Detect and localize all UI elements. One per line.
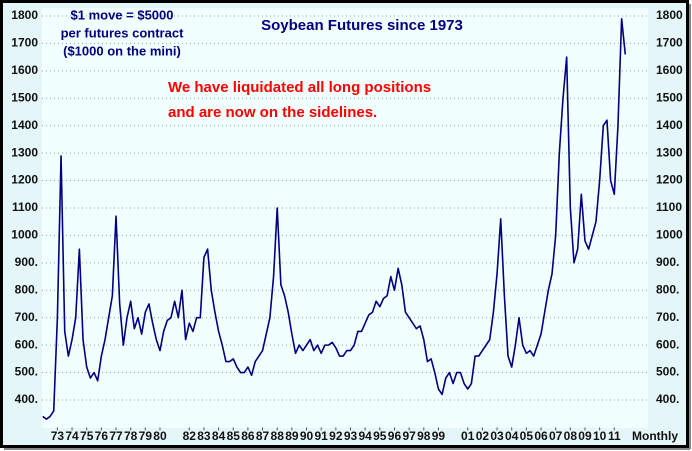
y-tick-label: 1600 (11, 63, 38, 77)
x-tick-label: 74 (65, 429, 79, 443)
x-tick-label: 08 (564, 429, 578, 443)
y-tick-label: 1500 (11, 90, 38, 104)
y-tick-label: 400. (656, 392, 679, 406)
x-tick-label: 78 (124, 429, 138, 443)
y-tick-label: 1000 (656, 228, 683, 242)
y-tick-label: 1600 (656, 63, 683, 77)
price-line (42, 17, 627, 420)
chart-title: Soybean Futures since 1973 (261, 17, 463, 34)
y-tick-label: 1300 (656, 145, 683, 159)
y-tick-label: 1700 (656, 36, 683, 50)
y-tick-label: 900. (656, 255, 679, 269)
x-tick-label: 03 (490, 429, 504, 443)
annotation: and are now on the sidelines. (168, 104, 377, 121)
y-tick-label: 1200 (656, 173, 683, 187)
y-tick-label: 600. (656, 337, 679, 351)
y-tick-label: 1200 (11, 173, 38, 187)
x-tick-label: 88 (271, 429, 285, 443)
x-tick-label: 96 (388, 429, 402, 443)
x-tick-label: 82 (183, 429, 197, 443)
y-tick-label: 400. (15, 392, 38, 406)
x-tick-label: 89 (285, 429, 299, 443)
x-tick-label: 75 (80, 429, 94, 443)
x-tick-label: 85 (227, 429, 241, 443)
y-tick-label: 800. (656, 282, 679, 296)
y-tick-label: 500. (15, 365, 38, 379)
x-tick-label: 98 (417, 429, 431, 443)
y-tick-label: 1400 (656, 118, 683, 132)
x-tick-label: 10 (593, 429, 607, 443)
y-tick-label: 1700 (11, 36, 38, 50)
y-tick-label: 1000 (11, 228, 38, 242)
y-tick-label: 1100 (12, 200, 38, 214)
x-tick-label: 93 (344, 429, 358, 443)
y-tick-label: 1400 (11, 118, 38, 132)
y-tick-label: 900. (15, 255, 38, 269)
y-tick-label: 1300 (11, 145, 38, 159)
x-axis-label: Monthly (632, 429, 678, 443)
x-tick-label: 83 (197, 429, 211, 443)
x-tick-label: 76 (95, 429, 109, 443)
x-tick-label: 91 (315, 429, 329, 443)
x-tick-label: 11 (608, 429, 621, 443)
y-tick-label: 600. (15, 337, 38, 351)
x-tick-label: 84 (212, 429, 226, 443)
x-tick-label: 80 (153, 429, 167, 443)
x-tick-label: 09 (578, 429, 592, 443)
x-tick-label: 87 (256, 429, 270, 443)
y-tick-label: 1800 (11, 8, 38, 22)
x-tick-label: 02 (476, 429, 490, 443)
annotation: $1 move = $5000 (71, 7, 174, 22)
x-tick-label: 97 (402, 429, 416, 443)
x-tick-label: 86 (241, 429, 255, 443)
x-tick-label: 07 (549, 429, 563, 443)
y-tick-label: 500. (656, 365, 679, 379)
y-tick-label: 800. (15, 282, 38, 296)
annotation: ($1000 on the mini) (63, 43, 181, 58)
annotation: per futures contract (61, 25, 184, 40)
x-tick-label: 01 (461, 429, 475, 443)
y-tick-label: 700. (15, 310, 38, 324)
y-tick-label: 1500 (656, 90, 683, 104)
plot-area (42, 8, 648, 428)
x-tick-label: 05 (520, 429, 534, 443)
y-tick-label: 1800 (656, 8, 683, 22)
x-tick-label: 73 (51, 429, 65, 443)
x-tick-label: 77 (109, 429, 123, 443)
x-tick-label: 94 (358, 429, 372, 443)
x-tick-label: 04 (505, 429, 519, 443)
x-tick-label: 90 (300, 429, 314, 443)
y-tick-label: 700. (656, 310, 679, 324)
x-tick-label: 99 (432, 429, 446, 443)
x-tick-label: 95 (373, 429, 387, 443)
annotation: We have liquidated all long positions (168, 79, 431, 96)
x-tick-label: 79 (139, 429, 153, 443)
x-tick-label: 06 (534, 429, 548, 443)
x-tick-label: 92 (329, 429, 343, 443)
y-tick-label: 1100 (656, 200, 682, 214)
